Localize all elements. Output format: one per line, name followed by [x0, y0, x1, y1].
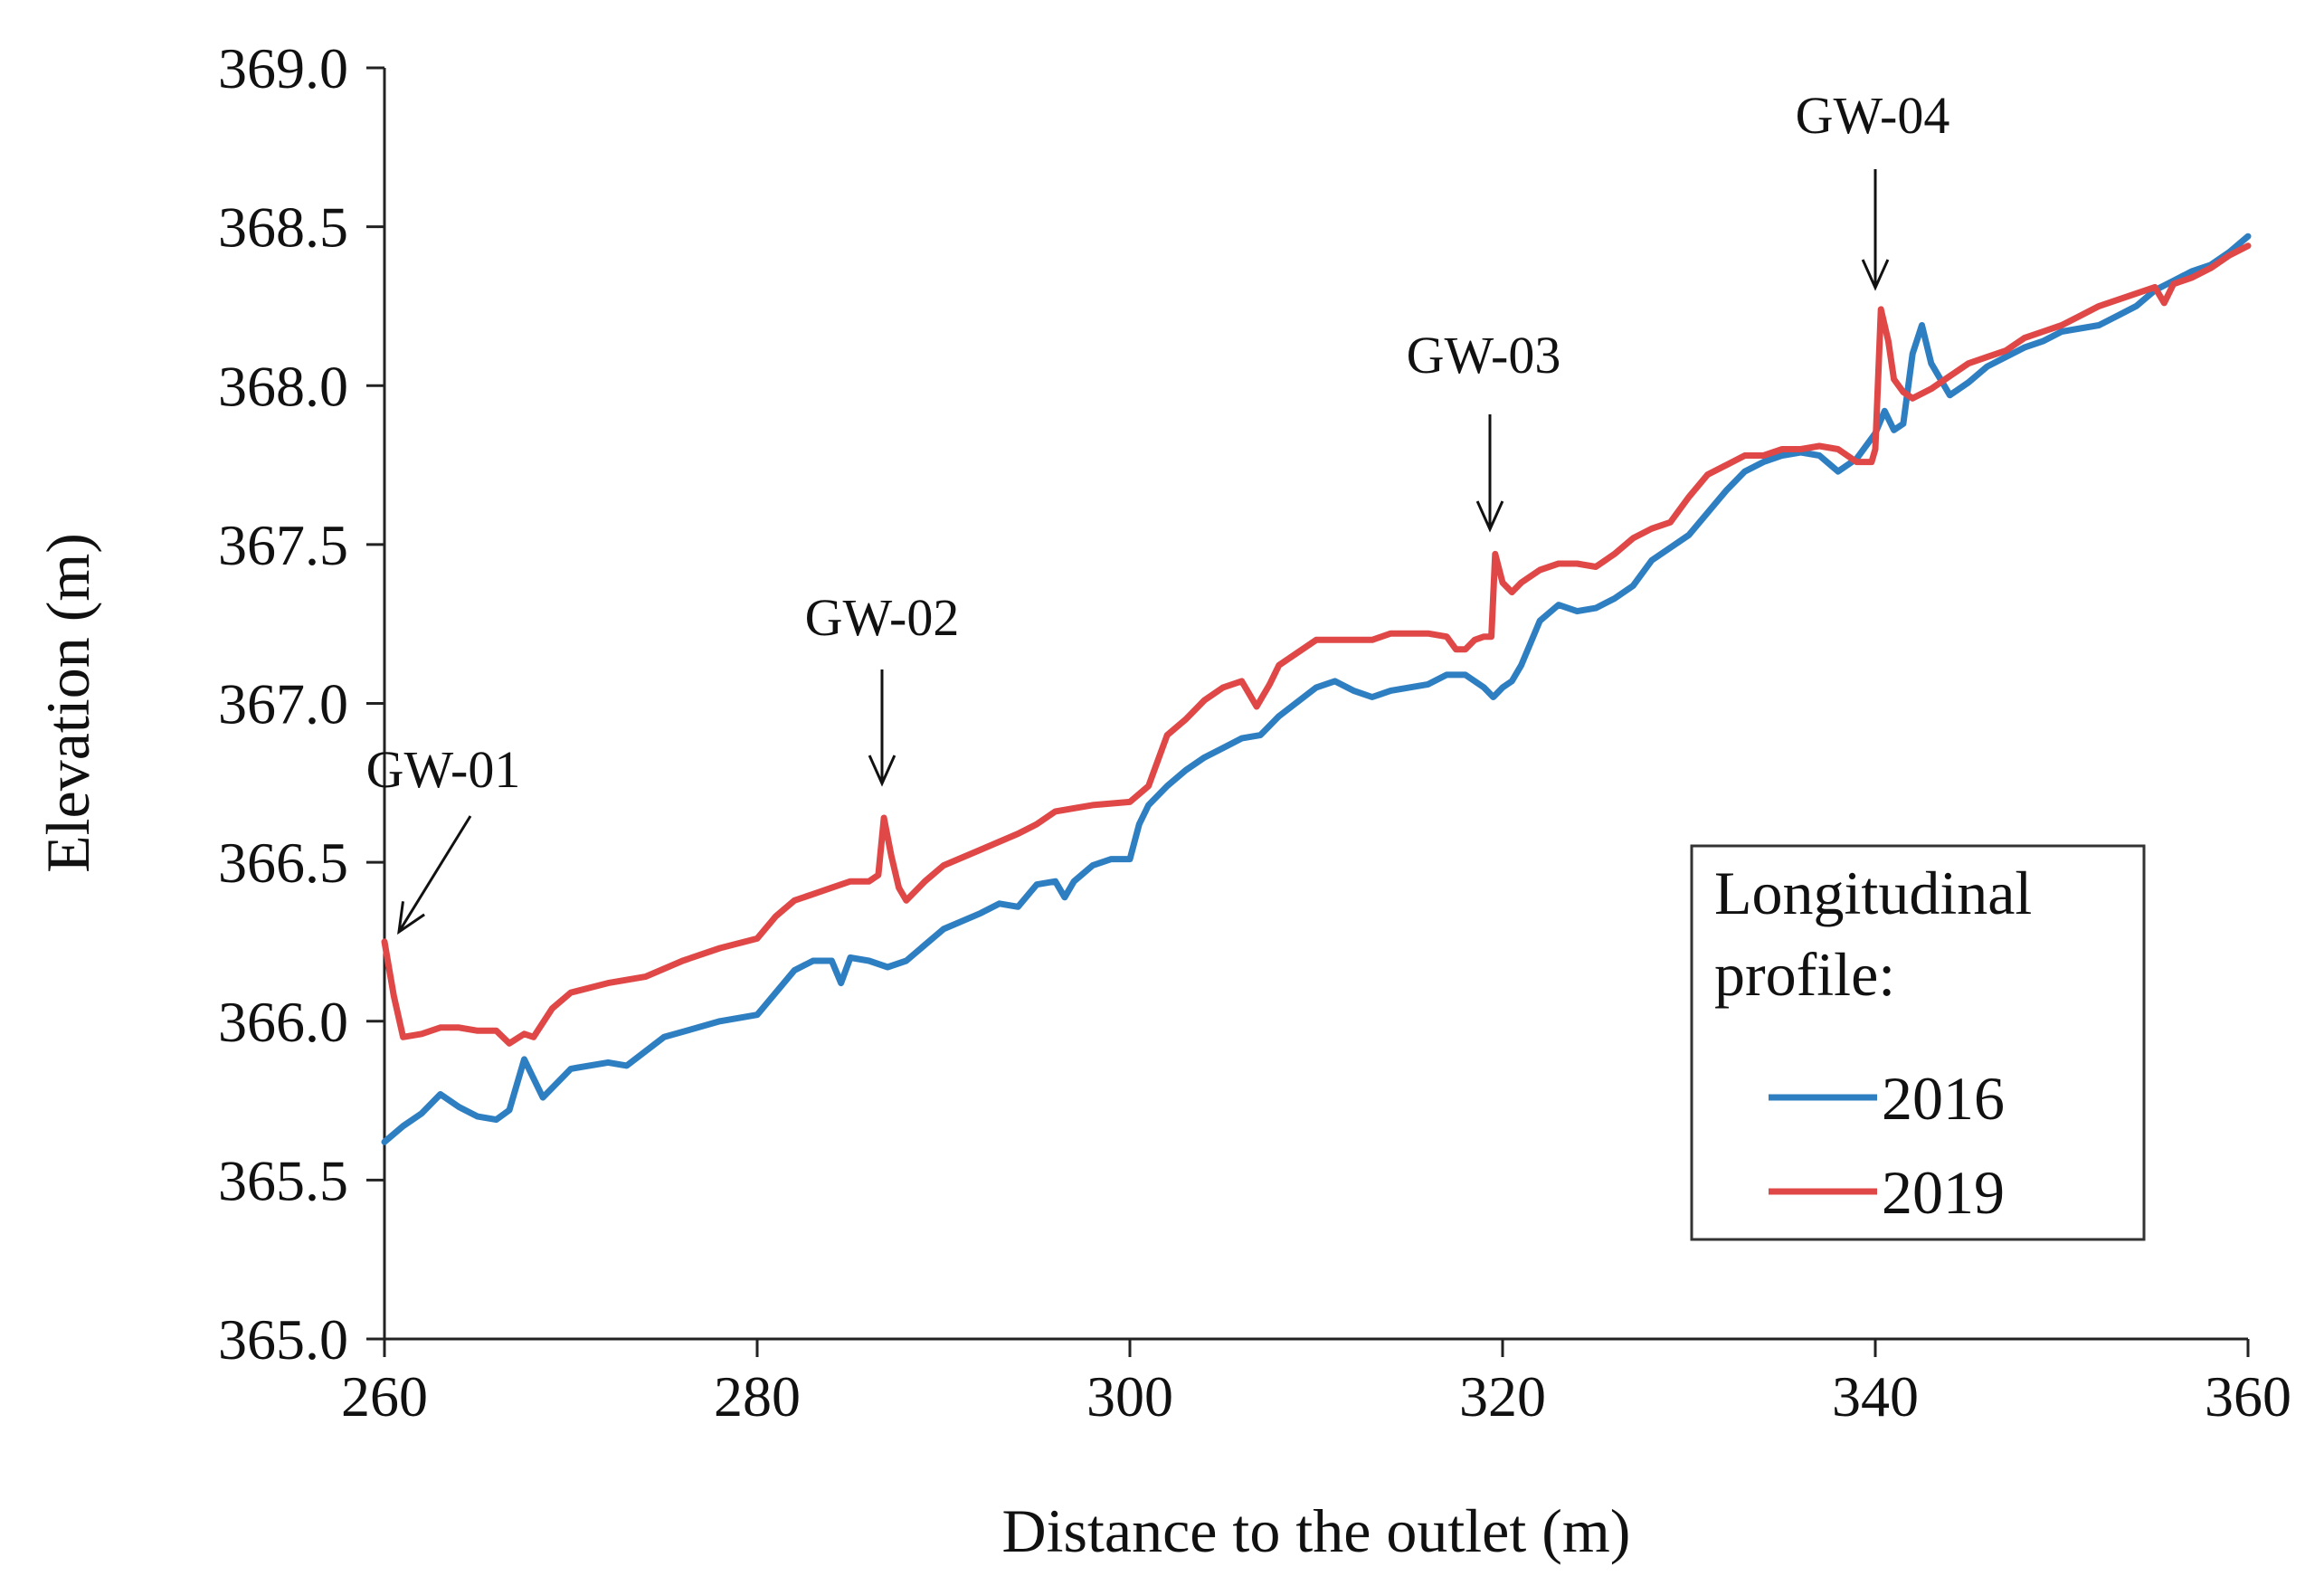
annotation-arrowhead-gw-02	[868, 755, 896, 787]
annotation-arrowhead-gw-01	[397, 901, 425, 935]
y-tick-label: 366.5	[218, 831, 348, 895]
annotations: GW-01 GW-02 GW-03 GW-04	[366, 86, 1950, 935]
x-tick-label: 360	[2205, 1364, 2291, 1429]
legend-label-2016: 2016	[1882, 1064, 2005, 1133]
series-lines	[381, 233, 2252, 1145]
series-line-2019	[381, 242, 2252, 1047]
annotation-label-gw-03: GW-03	[1407, 326, 1561, 385]
y-tick-label: 368.5	[218, 195, 348, 260]
annotation-label-gw-02: GW-02	[805, 588, 960, 647]
y-tick-label: 367.0	[218, 672, 348, 736]
annotation-arrowhead-gw-03	[1475, 500, 1504, 533]
legend-title-line1: Longitudinal	[1714, 859, 2032, 927]
axis-ticks: 365.0 365.5 366.0 366.5 367.0 367.5 368.0 368.5…	[218, 36, 2291, 1429]
x-tick-label: 280	[714, 1364, 801, 1429]
y-axis-title: Elevation (m)	[33, 533, 102, 873]
x-tick-label: 340	[1832, 1364, 1919, 1429]
annotation-arrowhead-gw-04	[1861, 259, 1890, 291]
legend-title-line2: profile:	[1714, 940, 1895, 1009]
y-tick-label: 365.0	[218, 1307, 348, 1372]
x-axis-title: Distance to the outlet (m)	[1002, 1496, 1631, 1565]
y-tick-label: 365.5	[218, 1148, 348, 1212]
legend-label-2019: 2019	[1882, 1158, 2005, 1227]
y-tick-label: 366.0	[218, 990, 348, 1054]
x-tick-label: 260	[341, 1364, 428, 1429]
annotation-label-gw-01: GW-01	[366, 740, 521, 799]
annotation-label-gw-04: GW-04	[1796, 86, 1950, 145]
series-line-2016	[381, 233, 2252, 1145]
y-tick-label: 369.0	[218, 36, 348, 100]
annotation-arrow-gw-01	[397, 815, 472, 933]
legend: Longitudinal profile: 2016 2019	[1690, 844, 2146, 1241]
y-tick-label: 367.5	[218, 513, 348, 577]
legend-box	[1690, 844, 2146, 1241]
y-tick-label: 368.0	[218, 354, 348, 418]
x-tick-label: 300	[1086, 1364, 1173, 1429]
x-tick-label: 320	[1459, 1364, 1546, 1429]
